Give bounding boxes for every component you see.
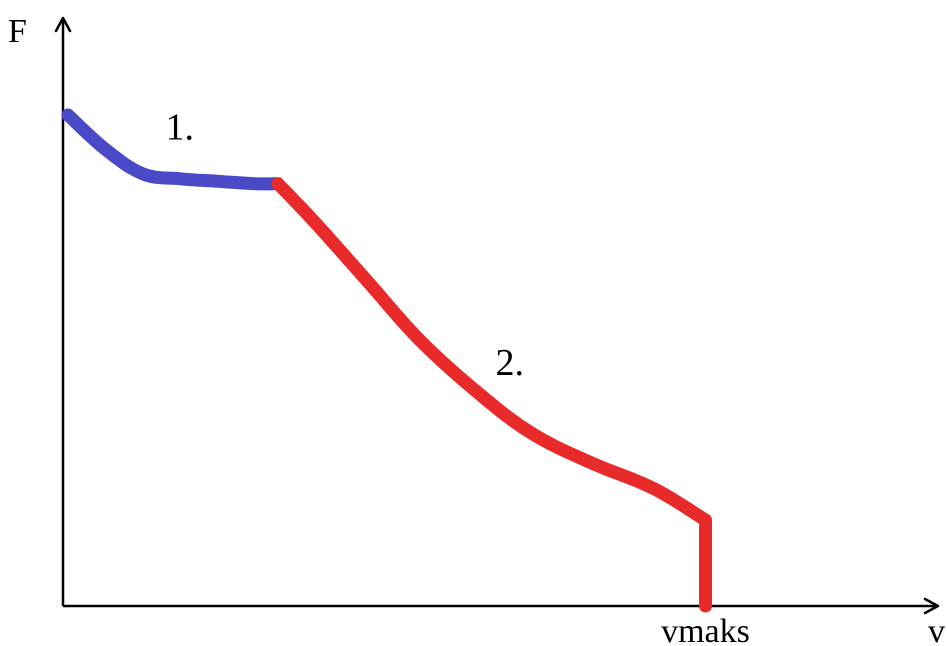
series-label-1: 1.: [166, 107, 195, 149]
x-axis-arrowhead: [923, 597, 940, 615]
y-axis-label: F: [8, 13, 27, 50]
series-line-2: [271, 177, 712, 613]
x-axis-label: v: [928, 613, 945, 646]
y-axis-arrowhead: [54, 16, 72, 33]
series-line-1: [61, 108, 285, 191]
x-tick-label-1: vmaks: [661, 613, 750, 646]
series-label-2: 2.: [496, 342, 525, 384]
series-layer: [61, 108, 712, 613]
label-layer: F v 1. 2. vmaks: [8, 13, 945, 646]
